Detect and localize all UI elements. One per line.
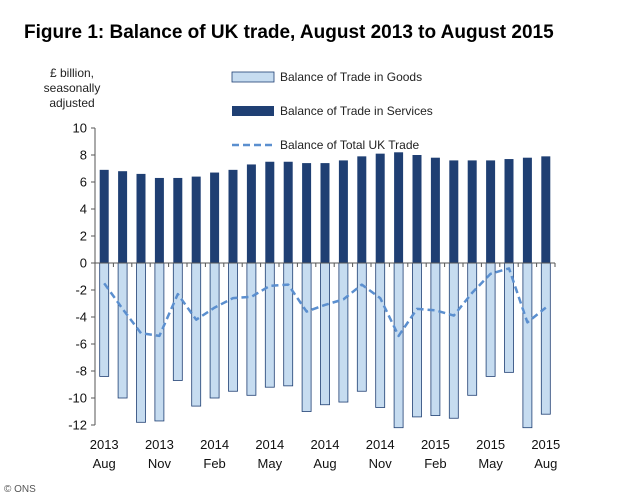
goods-bar — [320, 262, 330, 406]
services-bar — [375, 153, 385, 263]
services-bar — [504, 159, 514, 263]
services-bar — [136, 173, 146, 263]
goods-bar — [467, 262, 478, 396]
goods-bar — [540, 262, 551, 415]
services-bar — [486, 160, 496, 263]
services-bar — [283, 161, 293, 263]
goods-bar — [264, 262, 275, 388]
x-tick-month: Nov — [148, 456, 172, 471]
services-bar — [173, 177, 183, 263]
y-tick-label: -10 — [68, 391, 87, 406]
legend-label-services: Balance of Trade in Services — [280, 104, 433, 118]
axes: 1086420-2-4-6-8-10-122013Aug2013Nov2014F… — [68, 121, 560, 472]
services-bar — [99, 169, 109, 263]
y-tick-label: -8 — [75, 364, 87, 379]
y-tick-label: 2 — [80, 229, 87, 244]
services-bar — [430, 157, 440, 263]
services-bar — [467, 160, 477, 263]
goods-bar — [117, 262, 128, 399]
services-bar — [394, 152, 404, 263]
goods-bar — [191, 262, 202, 407]
goods-bar — [283, 262, 294, 387]
services-bar — [449, 160, 459, 263]
source-credit: © ONS — [4, 484, 36, 495]
x-tick-month: Aug — [313, 456, 336, 471]
goods-bar — [522, 262, 533, 429]
legend-label-goods: Balance of Trade in Goods — [280, 70, 422, 84]
y-tick-label: -12 — [68, 418, 87, 433]
y-tick-label: -6 — [75, 337, 87, 352]
x-tick-month: Nov — [369, 456, 393, 471]
goods-bar — [99, 262, 110, 377]
y-tick-label: 4 — [80, 202, 87, 217]
goods-bar — [430, 262, 441, 416]
bars — [99, 152, 551, 429]
goods-bar — [448, 262, 459, 419]
services-bar — [412, 155, 422, 263]
y-tick-label: 6 — [80, 175, 87, 190]
x-tick-month: Feb — [203, 456, 225, 471]
goods-bar — [375, 262, 386, 408]
x-tick-year: 2015 — [531, 437, 560, 452]
y-tick-label: -4 — [75, 310, 87, 325]
goods-bar — [136, 262, 146, 423]
x-tick-year: 2015 — [421, 437, 450, 452]
x-tick-year: 2014 — [255, 437, 284, 452]
x-tick-year: 2014 — [200, 437, 229, 452]
y-axis-label: £ billion, seasonally adjusted — [43, 66, 101, 110]
services-bar — [191, 176, 201, 263]
x-tick-month: May — [478, 456, 503, 471]
x-tick-year: 2014 — [366, 437, 395, 452]
total-trade-line — [103, 267, 547, 338]
services-bar — [118, 171, 128, 263]
services-bar — [302, 163, 312, 263]
services-bar — [265, 161, 275, 263]
y-tick-label: 10 — [73, 121, 87, 136]
services-bar — [154, 177, 164, 263]
goods-bar — [301, 262, 312, 412]
goods-bar — [393, 262, 404, 429]
x-tick-year: 2015 — [476, 437, 505, 452]
goods-bar — [209, 262, 220, 399]
x-tick-month: Aug — [93, 456, 116, 471]
x-tick-year: 2014 — [311, 437, 340, 452]
services-bar — [320, 163, 330, 263]
y-tick-label: -2 — [75, 283, 87, 298]
legend-swatch-goods — [231, 71, 275, 83]
services-bar — [228, 169, 238, 263]
x-tick-month: Aug — [534, 456, 557, 471]
goods-bar — [356, 262, 367, 392]
legend-label-total: Balance of Total UK Trade — [280, 138, 420, 152]
goods-bar — [338, 262, 349, 403]
x-tick-month: May — [258, 456, 283, 471]
services-bar — [246, 164, 256, 263]
x-tick-month: Feb — [424, 456, 446, 471]
services-bar — [357, 156, 367, 263]
legend-swatch-services — [232, 106, 274, 116]
services-bar — [541, 156, 551, 263]
legend: Balance of Trade in Goods Balance of Trad… — [231, 70, 433, 152]
goods-bar — [412, 262, 422, 418]
y-tick-label: 8 — [80, 148, 87, 163]
x-tick-year: 2013 — [145, 437, 174, 452]
goods-bar — [172, 262, 183, 381]
goods-bar — [228, 262, 238, 392]
x-tick-year: 2013 — [90, 437, 119, 452]
chart-title: Figure 1: Balance of UK trade, August 20… — [24, 22, 554, 43]
y-tick-label: 0 — [80, 256, 87, 271]
services-bar — [210, 172, 220, 263]
goods-bar — [246, 262, 257, 396]
services-bar — [338, 160, 348, 263]
goods-bar — [485, 262, 496, 377]
goods-bar — [154, 262, 165, 422]
services-bar — [522, 157, 532, 263]
